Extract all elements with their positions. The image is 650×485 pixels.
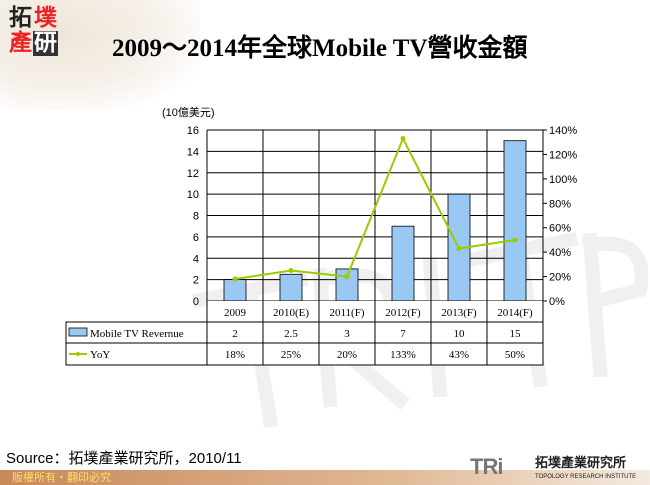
logo-char: 墣 xyxy=(34,5,57,31)
category-label: 2012(F) xyxy=(385,307,421,319)
revenue-value: 7 xyxy=(400,328,406,340)
brand-logo: TRi xyxy=(470,454,503,479)
revenue-value: 10 xyxy=(454,328,466,340)
y-tick-label: 4 xyxy=(193,253,199,265)
page-title: 2009～2014年全球Mobile TV營收金額 xyxy=(112,35,528,62)
bar xyxy=(335,268,359,302)
brand-name-en: TOPOLOGY RESEARCH INSTITUTE xyxy=(535,474,637,480)
legend-label-revenue: Mobile TV Revernue xyxy=(90,328,184,340)
y2-tick-label: 100% xyxy=(549,174,577,186)
revenue-value: 15 xyxy=(510,328,522,340)
logo-char: 產 xyxy=(9,30,32,56)
yoy-value: 20% xyxy=(337,349,357,361)
logo-char: 拓 xyxy=(9,5,32,31)
revenue-value: 2.5 xyxy=(284,328,298,340)
y-tick-label: 14 xyxy=(187,146,199,158)
legend-label-yoy: YoY xyxy=(90,349,110,361)
brand-name-cn: 拓墣產業研究所 xyxy=(535,456,627,471)
copyright: 版權所有・翻印必究 xyxy=(12,471,111,484)
legend-line-marker xyxy=(76,352,80,356)
logo: 拓墣 產研 xyxy=(8,6,60,58)
category-label: 2013(F) xyxy=(441,307,477,319)
yoy-point xyxy=(512,237,518,243)
yoy-point xyxy=(232,276,238,282)
y2-tick-label: 60% xyxy=(549,223,571,235)
yoy-value: 133% xyxy=(390,349,416,361)
bar xyxy=(223,279,247,302)
bar xyxy=(503,140,527,302)
yoy-value: 43% xyxy=(449,349,469,361)
yoy-line xyxy=(234,136,516,281)
yoy-point xyxy=(456,245,462,251)
y-tick-label: 8 xyxy=(193,211,199,223)
source-note: Source：拓墣產業研究所，2010/11 xyxy=(6,450,242,467)
y-axis-unit: (10億美元) xyxy=(162,107,215,119)
category-label: 2014(F) xyxy=(497,307,533,319)
y2-tick-label: 120% xyxy=(549,149,577,161)
revenue-value: 3 xyxy=(344,328,350,340)
yoy-value: 25% xyxy=(281,349,301,361)
category-label: 2010(E) xyxy=(273,307,309,319)
y-tick-label: 2 xyxy=(193,275,199,287)
y-tick-label: 10 xyxy=(187,189,199,201)
yoy-value: 50% xyxy=(505,349,525,361)
y2-tick-label: 80% xyxy=(549,198,571,210)
y2-tick-label: 140% xyxy=(549,125,577,137)
y-tick-label: 16 xyxy=(187,125,199,137)
y-tick-label: 0 xyxy=(193,296,199,308)
yoy-point xyxy=(400,136,406,142)
y2-tick-label: 20% xyxy=(549,272,571,284)
category-label: 2009 xyxy=(224,307,247,319)
legend-bar-swatch xyxy=(68,327,88,337)
footer-bar: 版權所有・翻印必究 xyxy=(0,470,650,485)
y-tick-label: 12 xyxy=(187,168,199,180)
yoy-value: 18% xyxy=(225,349,245,361)
yoy-point xyxy=(344,274,350,280)
bar xyxy=(391,225,415,302)
y-tick-label: 6 xyxy=(193,232,199,244)
yoy-point xyxy=(288,267,294,273)
logo-char: 研 xyxy=(33,30,58,56)
revenue-value: 2 xyxy=(232,328,238,340)
y2-tick-label: 0% xyxy=(549,296,565,308)
bar xyxy=(279,273,303,302)
category-label: 2011(F) xyxy=(329,307,364,319)
y2-tick-label: 40% xyxy=(549,247,571,259)
